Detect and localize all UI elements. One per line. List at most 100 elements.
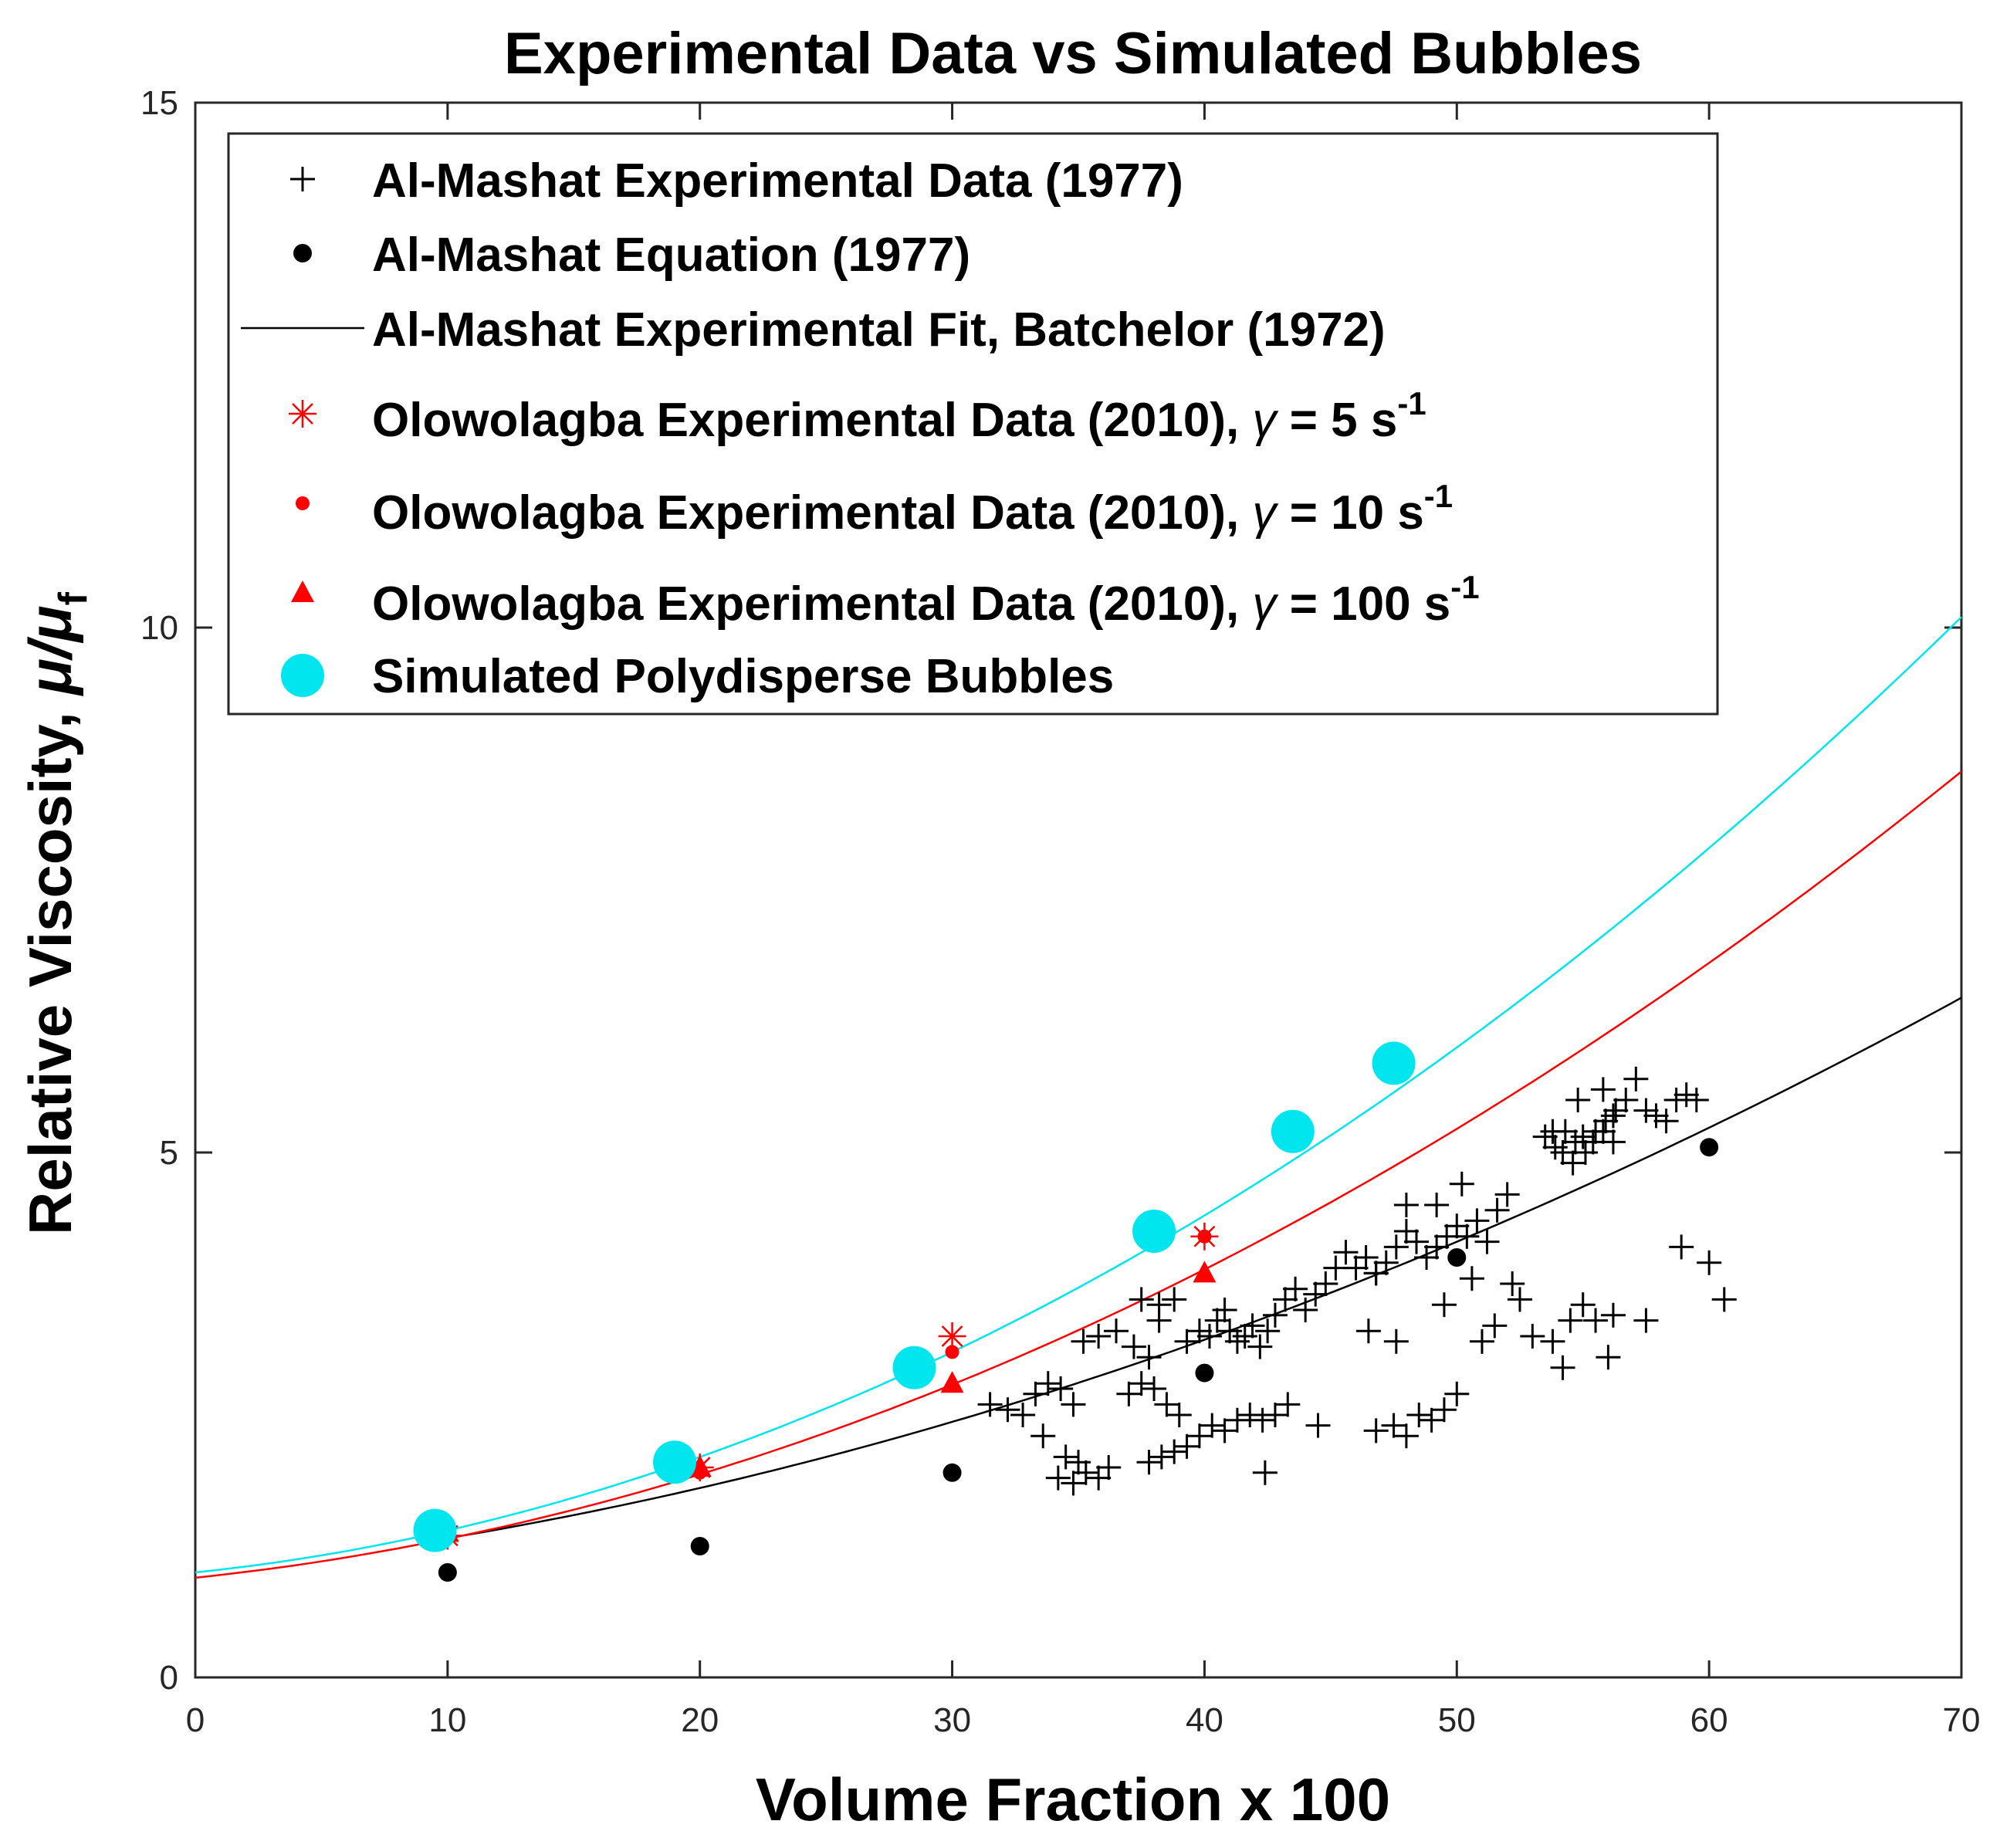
data-point-dot-small xyxy=(1197,1229,1212,1244)
x-axis-label: Volume Fraction x 100 xyxy=(756,1765,1390,1833)
y-axis-label: Relative Viscosity,μ/μf xyxy=(16,591,96,1235)
data-point-plus xyxy=(1061,1392,1086,1417)
data-point-plus xyxy=(1174,1328,1200,1354)
data-point-plus xyxy=(1303,1281,1328,1307)
data-point-plus xyxy=(1053,1444,1078,1470)
fit-curves xyxy=(195,616,1962,1579)
x-tick-label: 20 xyxy=(681,1701,719,1739)
legend-box xyxy=(227,132,1719,716)
legend-label-olowolagba-100: Olowolagba Experimental Data (2010), γ =… xyxy=(372,569,1480,631)
data-point-plus xyxy=(977,1392,1003,1417)
data-point-plus xyxy=(1146,1292,1172,1318)
data-point-plus xyxy=(1086,1324,1112,1349)
data-point-plus xyxy=(1393,1219,1419,1244)
data-point-plus xyxy=(1711,1287,1737,1312)
data-point-plus xyxy=(1196,1324,1222,1349)
axes-box xyxy=(194,101,1963,1679)
data-point-plus xyxy=(1305,1413,1331,1438)
data-point-plus xyxy=(1508,1287,1532,1312)
legend-label-almashat-fit: Al-Mashat Experimental Fit, Batchelor (1… xyxy=(372,303,1386,357)
plot-area: 0 10 20 30 40 50 60 70 0 5 10 15 xyxy=(140,84,1980,1739)
data-point-plus xyxy=(1550,1140,1575,1165)
legend-label-almashat-data: Al-Mashat Experimental Data (1977) xyxy=(372,154,1183,208)
legend-label-almashat-equation: Al-Mashat Equation (1977) xyxy=(372,228,970,282)
data-point-plus xyxy=(1121,1334,1146,1359)
data-point-plus xyxy=(1590,1077,1616,1102)
data-point-plus xyxy=(1383,1328,1409,1354)
data-point-plus xyxy=(1186,1318,1212,1344)
data-point-plus xyxy=(1459,1266,1484,1291)
data-point-plus xyxy=(1142,1376,1167,1401)
data-point-plus xyxy=(1136,1450,1162,1475)
data-point-plus xyxy=(1275,1392,1301,1417)
legend-icon-dot-small xyxy=(296,496,310,510)
x-tick-label: 70 xyxy=(1943,1701,1981,1739)
data-point-plus xyxy=(1431,1397,1457,1423)
x-tick-label: 10 xyxy=(428,1701,466,1739)
data-point-plus xyxy=(1262,1302,1288,1328)
data-point-plus xyxy=(1540,1328,1565,1354)
data-point-plus xyxy=(1343,1255,1369,1281)
data-point-plus xyxy=(1653,1108,1679,1134)
data-point-plus xyxy=(1373,1250,1399,1275)
data-point-plus xyxy=(1048,1376,1074,1401)
data-point-triangle xyxy=(940,1371,964,1393)
data-point-plus xyxy=(1381,1413,1406,1438)
x-tick-label: 0 xyxy=(186,1701,205,1739)
data-point-plus xyxy=(1061,1471,1086,1496)
data-point-plus xyxy=(1633,1308,1659,1333)
data-point-plus xyxy=(1166,1403,1192,1427)
data-point-plus xyxy=(1590,1119,1616,1144)
data-point-plus xyxy=(1030,1423,1056,1449)
legend-icons xyxy=(241,167,364,697)
data-point-dot xyxy=(1447,1248,1467,1267)
data-point-plus xyxy=(1252,1460,1277,1485)
data-point-plus xyxy=(1500,1271,1525,1296)
data-point-plus xyxy=(1212,1298,1237,1322)
data-point-plus xyxy=(1482,1313,1508,1339)
data-point-dot xyxy=(438,1563,457,1582)
data-point-plus xyxy=(1237,1403,1263,1427)
fit-curve xyxy=(447,997,1962,1539)
data-point-plus xyxy=(1673,1082,1699,1108)
data-markers xyxy=(413,1041,1737,1582)
data-point-plus xyxy=(1419,1407,1444,1433)
data-point-plus xyxy=(1186,1423,1212,1449)
data-point-plus xyxy=(1494,1182,1520,1207)
data-point-plus xyxy=(1560,1150,1585,1176)
axis-ticks: 0 10 20 30 40 50 60 70 0 5 10 15 xyxy=(140,84,1980,1739)
data-point-plus xyxy=(1283,1276,1308,1301)
data-point-plus xyxy=(1313,1271,1338,1296)
data-point-plus xyxy=(1355,1318,1381,1344)
data-point-circle-large xyxy=(1372,1041,1416,1085)
data-point-plus xyxy=(1353,1245,1379,1270)
data-point-plus xyxy=(1086,1465,1112,1491)
data-point-circle-large xyxy=(1271,1109,1315,1153)
data-point-plus xyxy=(1424,1193,1450,1217)
data-point-triangle xyxy=(1193,1261,1217,1283)
data-point-plus xyxy=(1333,1240,1359,1265)
data-point-plus xyxy=(1293,1298,1318,1322)
data-point-dot xyxy=(1700,1138,1719,1157)
fit-curve xyxy=(195,616,1962,1574)
y-tick-label: 0 xyxy=(160,1659,178,1697)
legend-label-simulated: Simulated Polydisperse Bubbles xyxy=(372,650,1114,703)
data-point-plus xyxy=(1393,1193,1419,1217)
legend-label-olowolagba-5: Olowolagba Experimental Data (2010), γ =… xyxy=(372,385,1426,447)
data-point-plus xyxy=(1010,1403,1036,1427)
data-point-plus xyxy=(1250,1407,1275,1433)
data-point-plus xyxy=(1240,1313,1265,1339)
data-point-plus xyxy=(1474,1229,1500,1254)
data-point-plus xyxy=(995,1397,1020,1423)
data-point-plus xyxy=(1570,1292,1596,1318)
data-point-plus xyxy=(1484,1197,1510,1223)
data-point-plus xyxy=(1200,1413,1225,1438)
data-point-circle-large xyxy=(1132,1210,1176,1253)
x-tick-label: 30 xyxy=(933,1701,971,1739)
data-point-plus xyxy=(1096,1455,1122,1480)
y-tick-label: 10 xyxy=(140,609,178,647)
data-point-plus xyxy=(1162,1439,1187,1464)
data-point-plus xyxy=(1247,1334,1273,1359)
data-point-plus xyxy=(1255,1318,1281,1344)
data-point-circle-large xyxy=(653,1440,697,1484)
